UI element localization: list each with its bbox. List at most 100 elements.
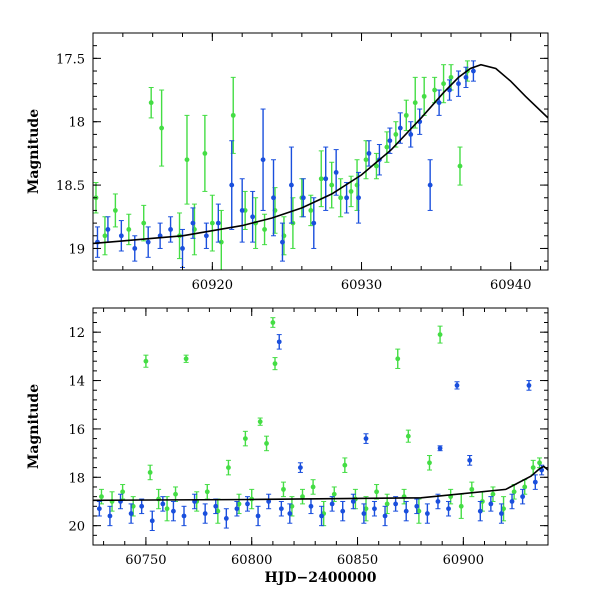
data-point [393,131,399,137]
data-point [499,511,504,516]
data-point [278,506,284,512]
data-point [384,501,390,507]
data-point [329,501,335,507]
top-light-curve-panel: 60920 60930 60940 17.5 18 18.5 19 Magnitude [26,32,549,293]
data-point [308,208,314,213]
data-point [387,138,393,144]
data-point [427,460,432,466]
data-point [266,499,272,504]
data-point [532,479,538,485]
data-point [297,465,303,471]
plot-area [93,317,548,531]
data-point [520,494,526,500]
data-point [344,195,350,201]
data-point [338,195,344,201]
data-point [180,246,185,251]
data-point [149,518,155,524]
data-point [255,513,261,519]
data-point [374,163,379,169]
x-tick-label: 60850 [337,553,378,568]
data-point [264,441,269,446]
data-point [319,513,324,519]
y-tick-label: 16 [68,423,85,438]
y-axis-title: Magnitude [26,384,42,469]
data-point [436,100,442,106]
data-point [173,491,178,497]
data-point [457,163,463,169]
data-point [202,151,208,156]
data-point [454,382,460,388]
data-point [395,356,401,362]
data-point [350,499,356,504]
data-point [287,511,293,516]
model-curve [93,63,548,245]
data-point [245,501,250,507]
data-point [160,501,166,507]
data-point [348,189,354,194]
data-point [132,246,138,251]
data-point [471,68,476,74]
y-tick-label: 20 [68,520,85,535]
data-point [456,81,461,87]
data-point [374,489,379,495]
data-point [141,220,147,226]
data-point [181,513,187,519]
data-point [120,489,126,495]
data-point [213,503,219,509]
data-point [432,87,438,93]
data-point [168,227,173,232]
y-tick-label: 17.5 [56,52,85,67]
data-point [250,214,256,220]
plot-area [93,60,548,270]
data-point [467,457,473,463]
data-point [270,320,276,325]
data-point [446,506,451,512]
data-point [289,503,295,509]
data-point [477,508,483,514]
data-point [488,501,494,507]
data-point [412,100,418,106]
data-point [230,112,236,118]
data-point [437,445,443,451]
data-point [323,176,329,182]
data-point [435,499,441,504]
data-point [333,170,339,175]
data-point [183,356,189,362]
x-tick-label: 60900 [443,553,484,568]
data-point [145,239,151,245]
data-point [130,503,136,509]
data-point [397,125,403,131]
data-point [139,503,145,509]
data-point [530,465,536,471]
data-point [437,332,443,338]
data-point [242,436,248,441]
data-point [280,239,285,245]
data-point [143,358,149,364]
data-point [331,491,337,497]
data-point [363,157,369,163]
data-point [171,508,176,514]
data-point [372,506,377,512]
data-point [234,506,240,512]
data-point [215,220,221,226]
data-point [509,499,515,504]
data-point [112,208,118,213]
x-tick-label: 60940 [490,278,531,293]
data-point [463,74,469,80]
data-point [441,81,446,87]
axes-frame [92,307,549,546]
y-axis-title: Magnitude [26,109,42,194]
data-point [366,151,372,156]
data-point [403,112,409,118]
model-curve [93,465,548,502]
data-point [226,465,231,471]
data-point [257,419,263,425]
data-point [363,506,369,512]
data-point [403,508,409,514]
data-point [427,182,433,188]
data-point [272,361,278,367]
data-point [159,125,165,131]
x-axis-title: HJD−2400000 [265,570,377,586]
data-point [202,511,208,516]
data-point [318,176,324,182]
